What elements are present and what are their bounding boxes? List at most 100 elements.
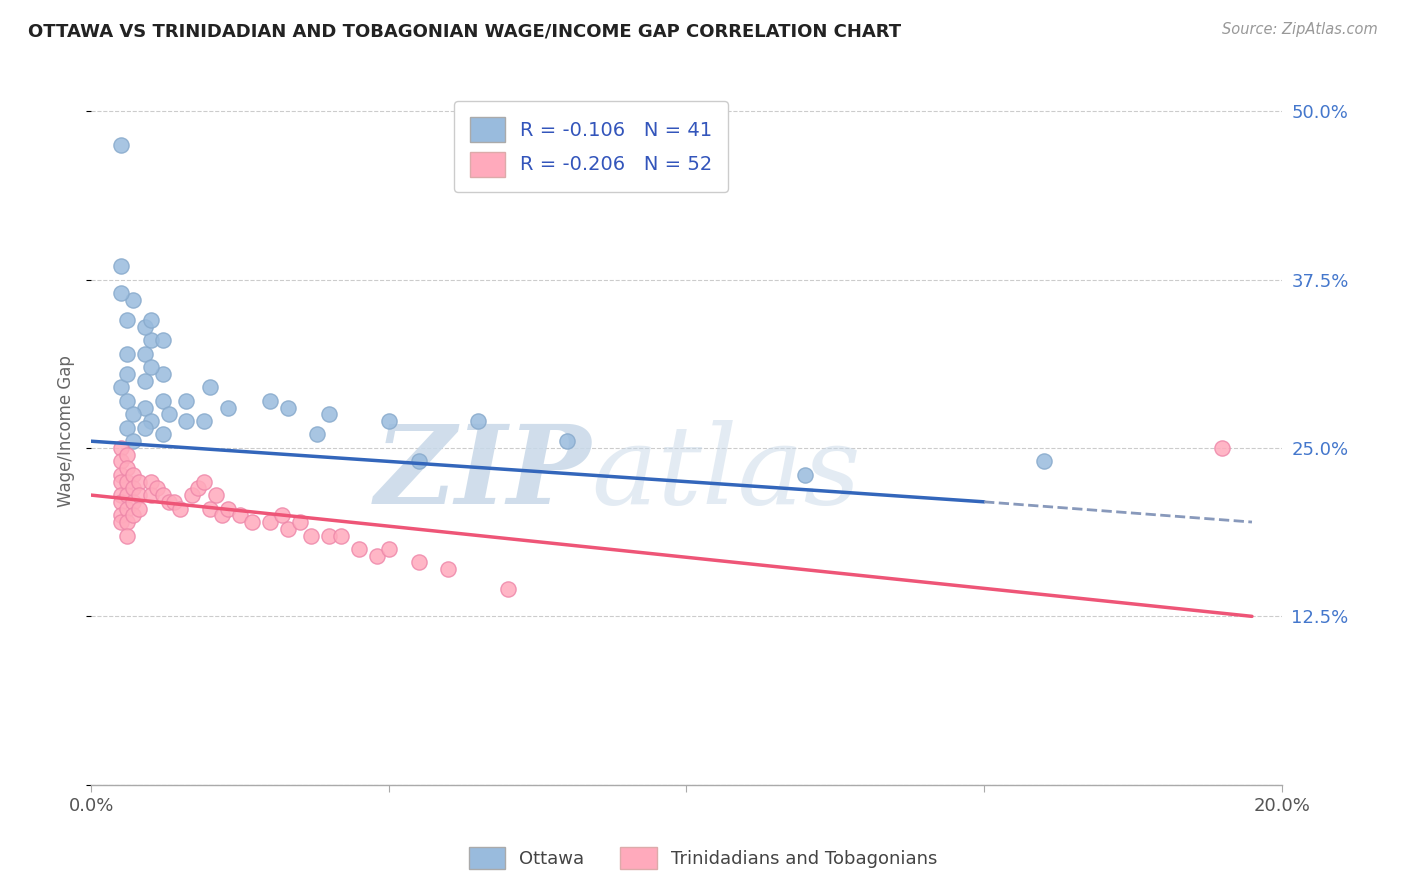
Point [110, 441, 132, 455]
Point [121, 434, 143, 449]
Point [139, 414, 162, 428]
Point [330, 528, 353, 542]
Point [200, 380, 222, 394]
Point [299, 528, 322, 542]
Point [277, 401, 299, 415]
Point [139, 475, 162, 489]
Point [110, 137, 132, 152]
Point [110, 259, 132, 273]
Point [366, 549, 388, 563]
Point [115, 367, 138, 381]
Text: OTTAWA VS TRINIDADIAN AND TOBAGONIAN WAGE/INCOME GAP CORRELATION CHART: OTTAWA VS TRINIDADIAN AND TOBAGONIAN WAG… [28, 22, 901, 40]
Point [318, 528, 340, 542]
Legend: R = -0.106   N = 41, R = -0.206   N = 52: R = -0.106 N = 41, R = -0.206 N = 52 [454, 102, 728, 192]
Point [217, 401, 239, 415]
Point [1032, 454, 1054, 468]
Point [277, 522, 299, 536]
Point [378, 414, 401, 428]
Point [176, 414, 198, 428]
Point [347, 541, 370, 556]
Point [318, 407, 340, 421]
Point [259, 393, 281, 408]
Point [110, 508, 132, 523]
Point [176, 393, 198, 408]
Point [121, 293, 143, 307]
Point [408, 454, 430, 468]
Point [437, 562, 460, 576]
Point [270, 508, 292, 523]
Point [557, 434, 579, 449]
Point [115, 346, 138, 360]
Point [110, 475, 132, 489]
Point [121, 407, 143, 421]
Point [145, 481, 167, 495]
Text: ZIP: ZIP [374, 420, 591, 527]
Y-axis label: Wage/Income Gap: Wage/Income Gap [58, 355, 75, 507]
Point [134, 374, 156, 388]
Point [152, 367, 174, 381]
Point [187, 481, 209, 495]
Point [157, 495, 180, 509]
Point [139, 313, 162, 327]
Point [110, 454, 132, 468]
Point [152, 427, 174, 442]
Point [110, 380, 132, 394]
Point [193, 475, 215, 489]
Text: Source: ZipAtlas.com: Source: ZipAtlas.com [1222, 22, 1378, 37]
Point [1211, 441, 1233, 455]
Point [128, 501, 150, 516]
Point [139, 333, 162, 347]
Point [115, 393, 138, 408]
Point [128, 475, 150, 489]
Point [307, 427, 329, 442]
Point [152, 333, 174, 347]
Point [115, 515, 138, 529]
Point [134, 346, 156, 360]
Point [139, 488, 162, 502]
Point [288, 515, 311, 529]
Point [259, 515, 281, 529]
Point [229, 508, 252, 523]
Point [115, 461, 138, 475]
Point [200, 501, 222, 516]
Point [121, 467, 143, 482]
Point [110, 467, 132, 482]
Point [115, 501, 138, 516]
Point [115, 488, 138, 502]
Point [378, 541, 401, 556]
Point [217, 501, 239, 516]
Point [110, 488, 132, 502]
Point [128, 488, 150, 502]
Point [121, 495, 143, 509]
Point [134, 319, 156, 334]
Point [110, 495, 132, 509]
Point [467, 414, 489, 428]
Point [496, 582, 519, 597]
Point [115, 421, 138, 435]
Point [152, 488, 174, 502]
Point [115, 528, 138, 542]
Point [121, 508, 143, 523]
Point [157, 407, 180, 421]
Legend: Ottawa, Trinidadians and Tobagonians: Ottawa, Trinidadians and Tobagonians [460, 838, 946, 879]
Point [115, 313, 138, 327]
Text: atlas: atlas [591, 420, 860, 527]
Point [115, 475, 138, 489]
Point [134, 421, 156, 435]
Point [211, 508, 233, 523]
Point [110, 285, 132, 300]
Point [240, 515, 263, 529]
Point [205, 488, 228, 502]
Point [121, 481, 143, 495]
Point [408, 556, 430, 570]
Point [139, 360, 162, 375]
Point [134, 401, 156, 415]
Point [169, 501, 191, 516]
Point [115, 448, 138, 462]
Point [163, 495, 186, 509]
Point [181, 488, 204, 502]
Point [193, 414, 215, 428]
Point [110, 515, 132, 529]
Point [794, 467, 817, 482]
Point [152, 393, 174, 408]
